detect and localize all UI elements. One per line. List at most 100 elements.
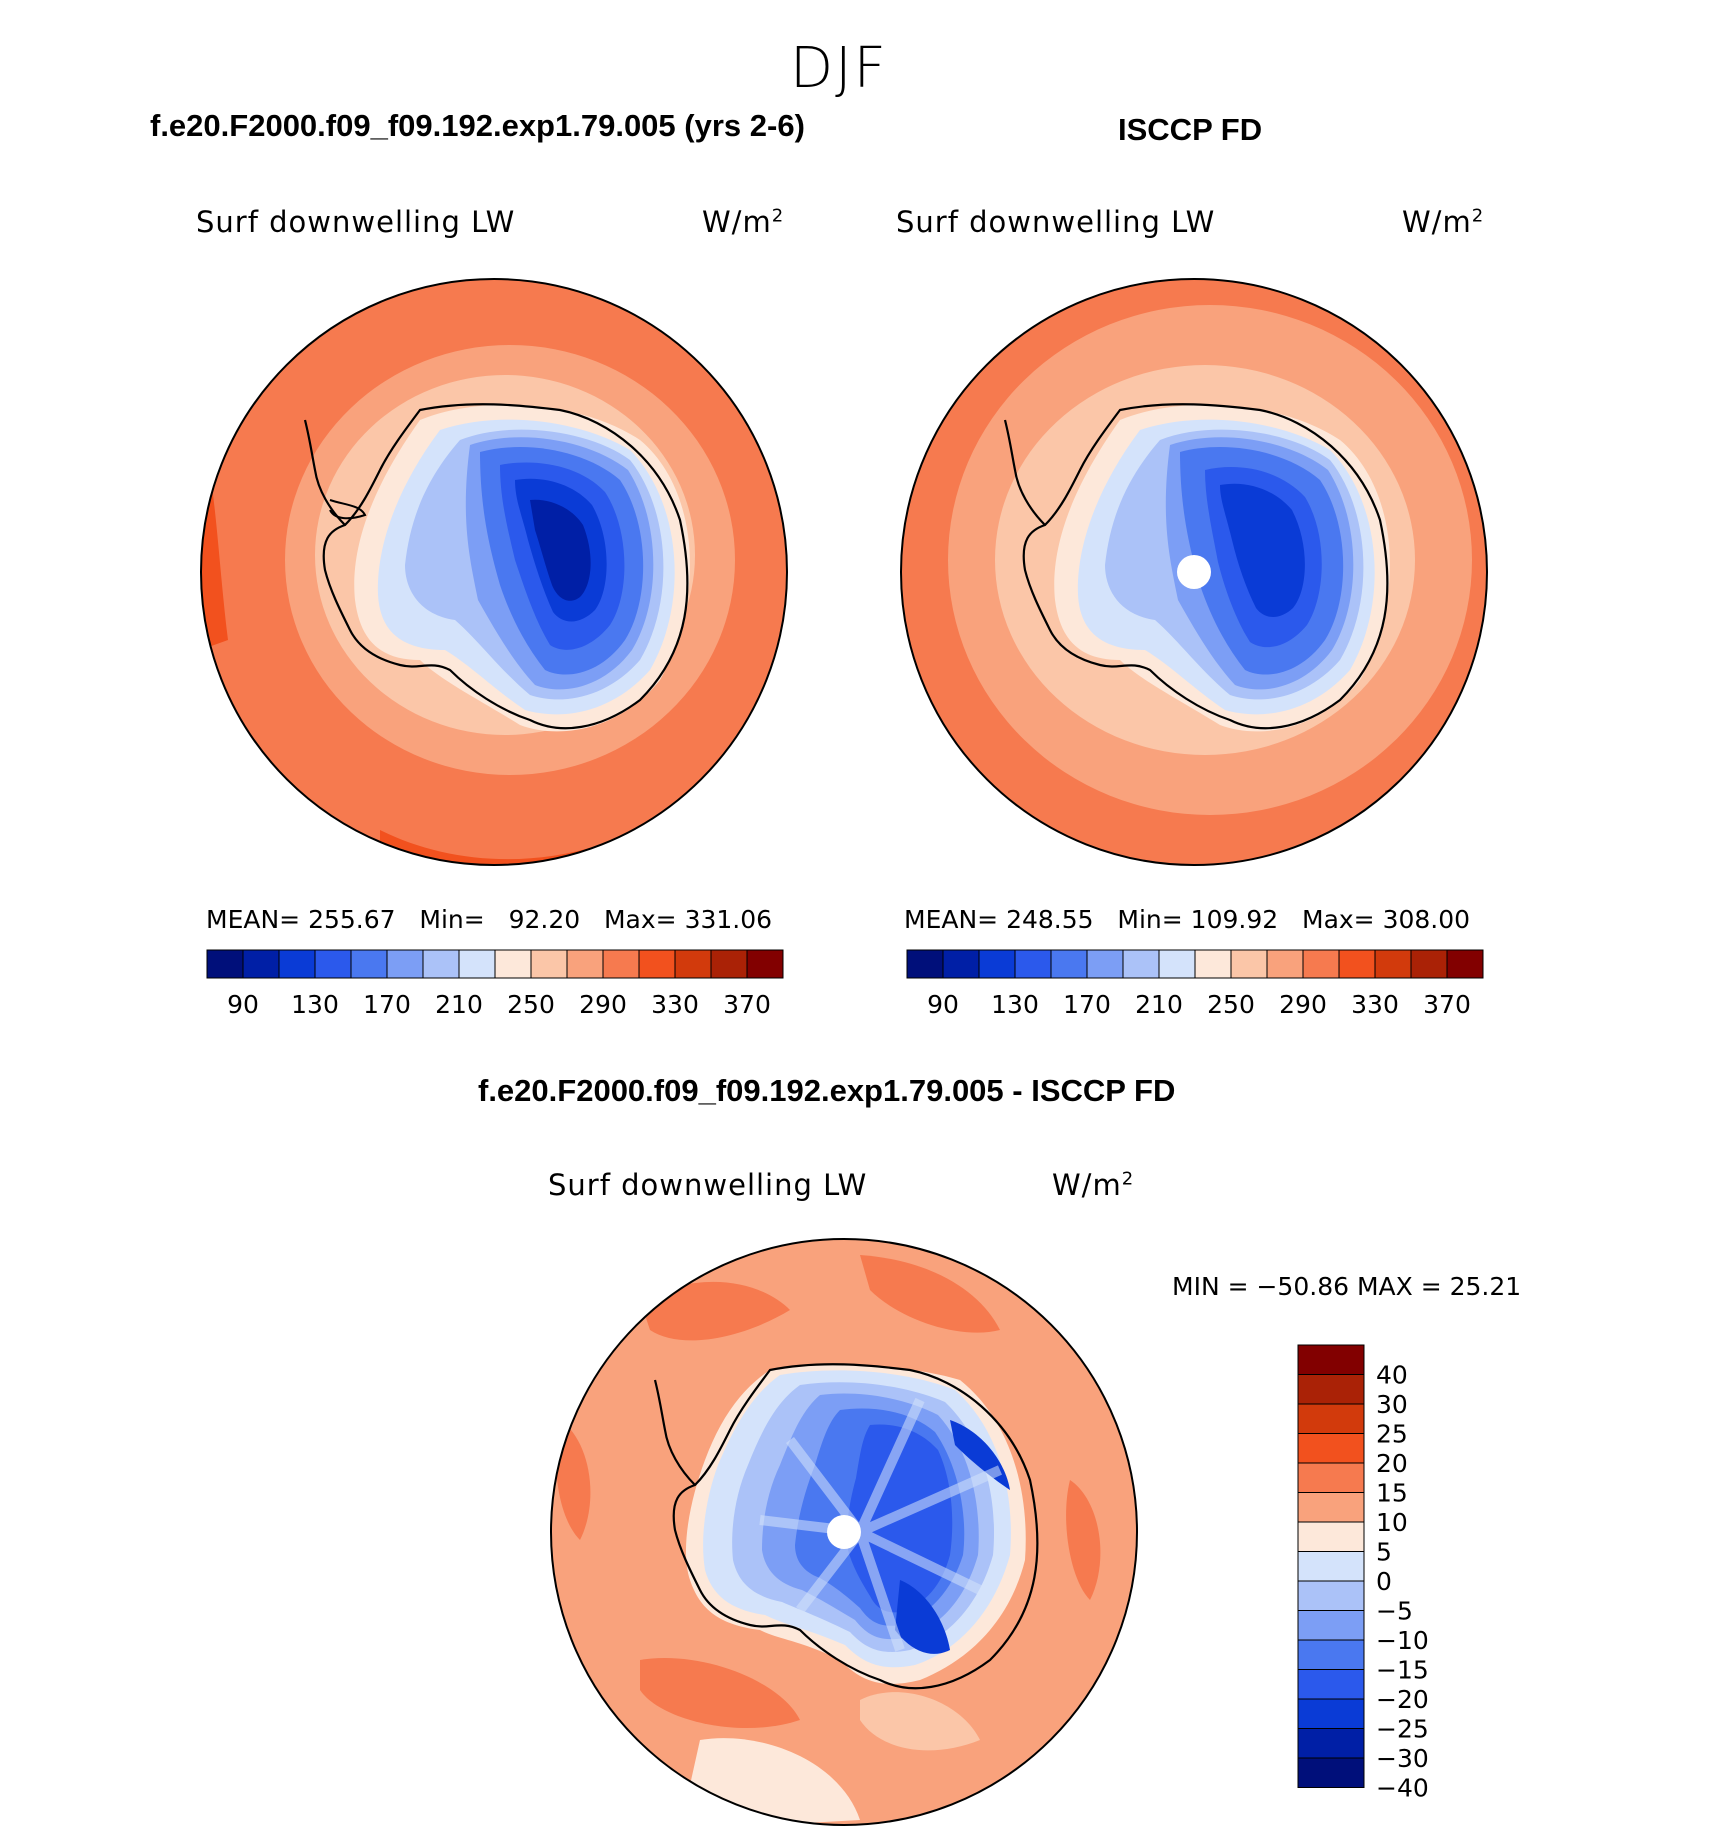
diff-colorbar-swatch xyxy=(1297,1521,1365,1552)
model-colorbar-tick-label: 130 xyxy=(291,990,339,1019)
model-colorbar-swatch xyxy=(746,949,784,979)
model-colorbar-swatch xyxy=(566,949,604,979)
diff-colorbar-tick-label: 0 xyxy=(1376,1567,1392,1596)
obs-colorbar-swatch xyxy=(1266,949,1304,979)
warm-patch xyxy=(640,1658,800,1729)
obs-colorbar-swatch xyxy=(906,949,944,979)
obs-map-border xyxy=(900,278,1488,866)
model-colorbar-swatch xyxy=(386,949,424,979)
warm-patch xyxy=(640,1281,790,1341)
model-colorbar-tick-label: 90 xyxy=(227,990,259,1019)
diff-colorbar-swatch xyxy=(1297,1728,1365,1759)
obs-colorbar-tick-label: 210 xyxy=(1135,990,1183,1019)
diff-colorbar-tick-label: 5 xyxy=(1376,1538,1392,1567)
diff-colorbar-swatch xyxy=(1297,1610,1365,1641)
ice-shelf-outline xyxy=(329,499,367,520)
diff-colorbar-tick-label: −5 xyxy=(1376,1597,1413,1626)
diff-colorbar-swatch xyxy=(1297,1374,1365,1405)
model-colorbar-swatch xyxy=(602,949,640,979)
obs-colorbar-tick-label: 130 xyxy=(991,990,1039,1019)
model-colorbar-swatch xyxy=(314,949,352,979)
diff-colorbar-tick-label: −10 xyxy=(1376,1626,1429,1655)
obs-variable-label: Surf downwelling LW xyxy=(896,205,1216,239)
obs-colorbar-tick-label: 250 xyxy=(1207,990,1255,1019)
season-title: DJF xyxy=(790,36,888,101)
diff-colorbar-tick-label: 25 xyxy=(1376,1420,1408,1449)
diff-colorbar-tick-label: 15 xyxy=(1376,1479,1408,1508)
obs-panel-title: ISCCP FD xyxy=(1118,112,1263,147)
model-colorbar-swatch xyxy=(350,949,388,979)
model-colorbar-swatch xyxy=(638,949,676,979)
model-colorbar-swatch xyxy=(674,949,712,979)
model-colorbar-tick-label: 250 xyxy=(507,990,555,1019)
diff-map-border xyxy=(550,1238,1138,1826)
obs-colorbar-tick-label: 330 xyxy=(1351,990,1399,1019)
model-panel-title: f.e20.F2000.f09_f09.192.exp1.79.005 (yrs… xyxy=(150,108,805,143)
model-colorbar-swatch xyxy=(458,949,496,979)
obs-colorbar-swatch xyxy=(978,949,1016,979)
diff-colorbar-tick-label: −15 xyxy=(1376,1656,1429,1685)
obs-colorbar-tick-label: 170 xyxy=(1063,990,1111,1019)
diff-colorbar-tick-label: −30 xyxy=(1376,1744,1429,1773)
obs-colorbar-tick-label: 90 xyxy=(927,990,959,1019)
diff-units-label: W/m2 xyxy=(1052,1168,1135,1202)
obs-colorbar-swatch xyxy=(1122,949,1160,979)
band-110 xyxy=(530,499,591,601)
diff-colorbar-swatch xyxy=(1297,1344,1365,1375)
radial-streaks xyxy=(759,1397,1003,1652)
obs-colorbar-swatch xyxy=(1374,949,1412,979)
model-colorbar-tick-label: 370 xyxy=(723,990,771,1019)
model-colorbar: 90 130 170 210 250 290 330 370 xyxy=(206,949,784,1019)
model-variable-label: Surf downwelling LW xyxy=(196,205,516,239)
warm-patch xyxy=(556,1420,591,1540)
model-colorbar-tick-label: 330 xyxy=(651,990,699,1019)
obs-units-label: W/m2 xyxy=(1402,205,1485,239)
diff-colorbar-tick-label: −20 xyxy=(1376,1685,1429,1714)
model-colorbar-tick-label: 290 xyxy=(579,990,627,1019)
peninsula-coastline xyxy=(1003,419,1046,526)
model-colorbar-swatch xyxy=(242,949,280,979)
diff-colorbar-tick-label: 40 xyxy=(1376,1361,1408,1390)
diff-colorbar-tick-label: 20 xyxy=(1376,1449,1408,1478)
model-colorbar-swatch xyxy=(530,949,568,979)
peninsula-coastline xyxy=(653,1379,696,1486)
obs-colorbar-tick-label: 370 xyxy=(1423,990,1471,1019)
diff-colorbar-swatch xyxy=(1297,1403,1365,1434)
model-stats: MEAN= 255.67 Min= 92.20 Max= 331.06 xyxy=(206,905,773,934)
diff-colorbar-tick-label: −25 xyxy=(1376,1715,1429,1744)
obs-colorbar-tick-label: 290 xyxy=(1279,990,1327,1019)
pole-hole xyxy=(1177,555,1211,589)
warm-patch xyxy=(860,1255,1000,1333)
obs-colorbar-swatch xyxy=(1194,949,1232,979)
diff-colorbar-swatch xyxy=(1297,1698,1365,1729)
model-colorbar-tick-label: 170 xyxy=(363,990,411,1019)
diff-colorbar-swatch xyxy=(1297,1462,1365,1493)
pole-hole xyxy=(827,1515,861,1549)
model-colorbar-swatch xyxy=(278,949,316,979)
obs-colorbar-swatch xyxy=(1410,949,1448,979)
diff-colorbar-tick-label: 10 xyxy=(1376,1508,1408,1537)
obs-colorbar-swatch xyxy=(1158,949,1196,979)
diff-colorbar-swatch xyxy=(1297,1757,1365,1788)
warm-patch xyxy=(1066,1480,1101,1600)
model-colorbar-tick-label: 210 xyxy=(435,990,483,1019)
diff-variable-label: Surf downwelling LW xyxy=(548,1168,868,1202)
diff-colorbar-swatch xyxy=(1297,1492,1365,1523)
diff-panel-title: f.e20.F2000.f09_f09.192.exp1.79.005 - IS… xyxy=(478,1073,1176,1108)
obs-colorbar-swatch xyxy=(1446,949,1484,979)
diff-colorbar-swatch xyxy=(1297,1669,1365,1700)
diff-colorbar-swatch xyxy=(1297,1580,1365,1611)
diff-colorbar-swatch xyxy=(1297,1551,1365,1582)
band-130 xyxy=(1220,483,1305,617)
obs-colorbar-swatch xyxy=(1050,949,1088,979)
model-map-border xyxy=(200,278,788,866)
diff-colorbar-swatch xyxy=(1297,1433,1365,1464)
neutral-patch xyxy=(860,1692,980,1751)
band-neg30 xyxy=(895,1580,950,1654)
obs-stats: MEAN= 248.55 Min= 109.92 Max= 308.00 xyxy=(904,905,1471,934)
obs-colorbar: 90 130 170 210 250 290 330 370 xyxy=(906,949,1484,1019)
